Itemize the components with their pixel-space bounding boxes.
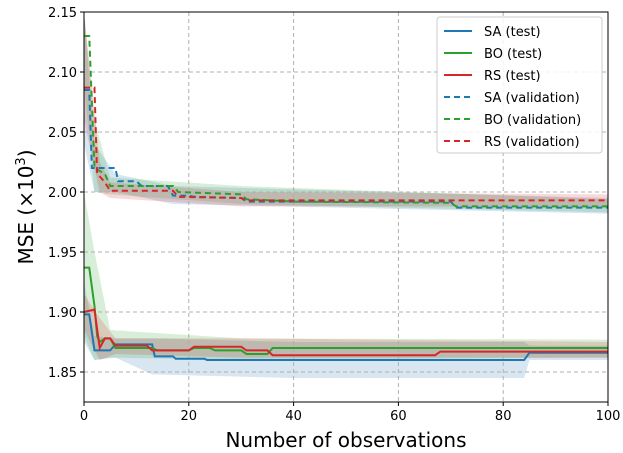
y-tick-label: 1.85 xyxy=(48,366,77,381)
x-tick-label: 60 xyxy=(390,409,407,424)
x-tick-label: 20 xyxy=(181,409,198,424)
confidence-band xyxy=(84,282,608,378)
x-tick-label: 80 xyxy=(495,409,512,424)
confidence-band xyxy=(84,12,608,214)
y-tick-label: 2.10 xyxy=(48,66,77,81)
legend-label: RS (validation) xyxy=(484,135,580,150)
series-line xyxy=(84,86,608,202)
y-axis-label-exp: 3 xyxy=(14,157,29,165)
y-tick-label: 2.05 xyxy=(48,126,77,141)
series-line xyxy=(84,35,608,208)
y-tick-label: 1.90 xyxy=(48,306,77,321)
legend-label: SA (validation) xyxy=(484,91,580,106)
series-line xyxy=(84,313,608,361)
plot-frame xyxy=(83,11,609,403)
x-tick-label: 0 xyxy=(80,409,88,424)
confidence-band xyxy=(84,192,608,360)
y-tick-label: 2.15 xyxy=(48,6,77,21)
legend-label: RS (test) xyxy=(484,69,541,84)
y-tick-label: 1.95 xyxy=(48,246,77,261)
series-line xyxy=(84,89,608,209)
series-lines xyxy=(83,35,608,361)
y-tick-label: 2.00 xyxy=(48,186,77,201)
legend-label: BO (validation) xyxy=(484,113,581,128)
axis-ticks: 0 20 40 60 80 100 1.85 1.90 1.95 2.00 2.05 2.10 2.15 xyxy=(48,6,620,424)
x-tick-label: 40 xyxy=(285,409,302,424)
y-axis-label-close: ) xyxy=(14,149,38,157)
legend-items: SA (test) BO (test) RS (test) SA (validatio… xyxy=(444,25,581,150)
x-axis-label: Number of observations xyxy=(225,428,466,452)
y-axis-label: MSE (×103) xyxy=(14,149,38,264)
legend: SA (test) BO (test) RS (test) SA (validatio… xyxy=(436,16,603,154)
series-line xyxy=(83,308,608,357)
confidence-band xyxy=(84,294,608,360)
legend-label: BO (test) xyxy=(484,47,542,62)
confidence-band xyxy=(84,12,608,207)
legend-label: SA (test) xyxy=(484,25,541,40)
x-tick-label: 100 xyxy=(596,409,621,424)
y-axis-label-base: MSE (×10 xyxy=(14,166,38,265)
legend-box xyxy=(436,16,603,154)
